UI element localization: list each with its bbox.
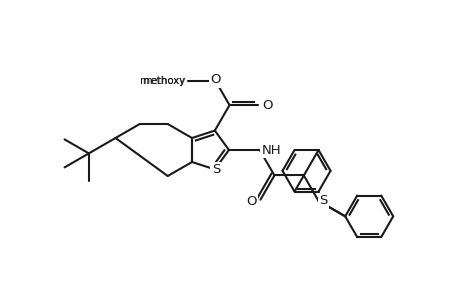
Text: O: O bbox=[210, 74, 220, 86]
Text: NH: NH bbox=[261, 143, 281, 157]
Text: O: O bbox=[246, 195, 256, 208]
Text: methoxy: methoxy bbox=[140, 76, 185, 86]
Text: S: S bbox=[211, 163, 219, 176]
Text: methoxy: methoxy bbox=[141, 76, 184, 86]
Text: O: O bbox=[262, 99, 273, 112]
Text: S: S bbox=[319, 194, 327, 207]
